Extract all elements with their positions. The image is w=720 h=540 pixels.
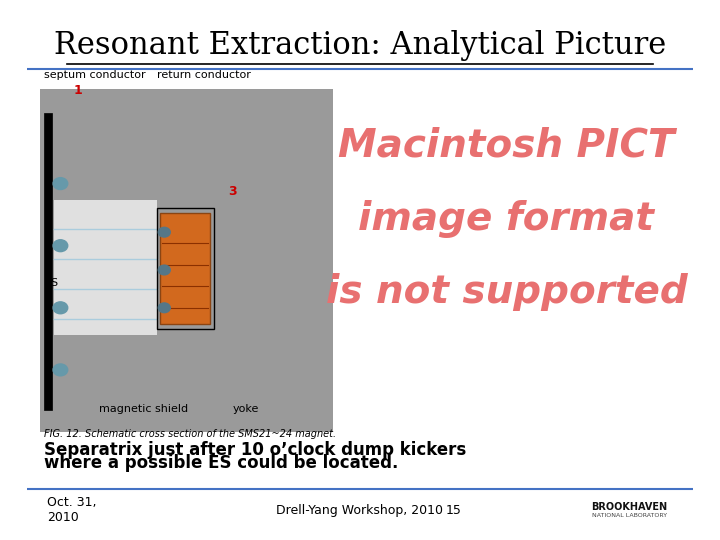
Text: is not supported: is not supported [325, 273, 688, 310]
Bar [54, 200, 157, 335]
Text: Drell-Yang Workshop, 2010: Drell-Yang Workshop, 2010 [276, 504, 444, 517]
Text: FIG. 12. Schematic cross section of the SMS21~24 magnet.: FIG. 12. Schematic cross section of the … [44, 429, 336, 439]
Text: yoke: yoke [232, 404, 258, 414]
Bar [157, 208, 214, 329]
Text: image format: image format [359, 200, 654, 238]
Bar [161, 213, 210, 324]
Text: septum conductor: septum conductor [44, 70, 145, 79]
Text: Oct. 31,
2010: Oct. 31, 2010 [47, 496, 96, 524]
Text: ES: ES [45, 279, 58, 288]
Bar [40, 89, 333, 432]
Text: NATIONAL LABORATORY: NATIONAL LABORATORY [592, 512, 667, 518]
Text: where a possible ES could be located.: where a possible ES could be located. [44, 454, 398, 472]
Circle shape [158, 265, 170, 275]
Circle shape [53, 240, 68, 252]
Text: return conductor: return conductor [157, 70, 251, 79]
Text: 15: 15 [445, 504, 461, 517]
Text: 1: 1 [74, 84, 83, 97]
Circle shape [53, 178, 68, 190]
Text: BROOKHAVEN: BROOKHAVEN [592, 502, 667, 511]
Text: magnetic shield: magnetic shield [99, 404, 188, 414]
Circle shape [158, 227, 170, 237]
Circle shape [53, 302, 68, 314]
Circle shape [158, 303, 170, 313]
Bar [44, 113, 53, 410]
Circle shape [53, 364, 68, 376]
Text: Macintosh PICT: Macintosh PICT [338, 127, 675, 165]
Text: 3: 3 [228, 185, 236, 198]
Text: Resonant Extraction: Analytical Picture: Resonant Extraction: Analytical Picture [54, 30, 666, 62]
Text: Separatrix just after 10 o’clock dump kickers: Separatrix just after 10 o’clock dump ki… [44, 441, 466, 459]
